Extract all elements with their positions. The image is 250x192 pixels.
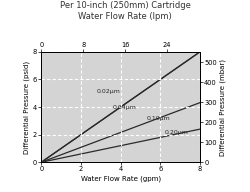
- X-axis label: Water Flow Rate (gpm): Water Flow Rate (gpm): [80, 175, 161, 182]
- Y-axis label: Differential Pressure (mbar): Differential Pressure (mbar): [220, 59, 226, 156]
- Text: 0.04μm: 0.04μm: [113, 105, 136, 110]
- Text: 0.02μm: 0.02μm: [97, 89, 121, 94]
- Text: Water Flow Rate (lpm): Water Flow Rate (lpm): [78, 12, 172, 21]
- Text: Per 10-inch (250mm) Cartridge: Per 10-inch (250mm) Cartridge: [60, 1, 190, 10]
- Text: 0.10μm: 0.10μm: [146, 116, 170, 121]
- Text: 0.20μm: 0.20μm: [164, 130, 188, 135]
- Y-axis label: Differential Pressure (psid): Differential Pressure (psid): [24, 60, 30, 154]
